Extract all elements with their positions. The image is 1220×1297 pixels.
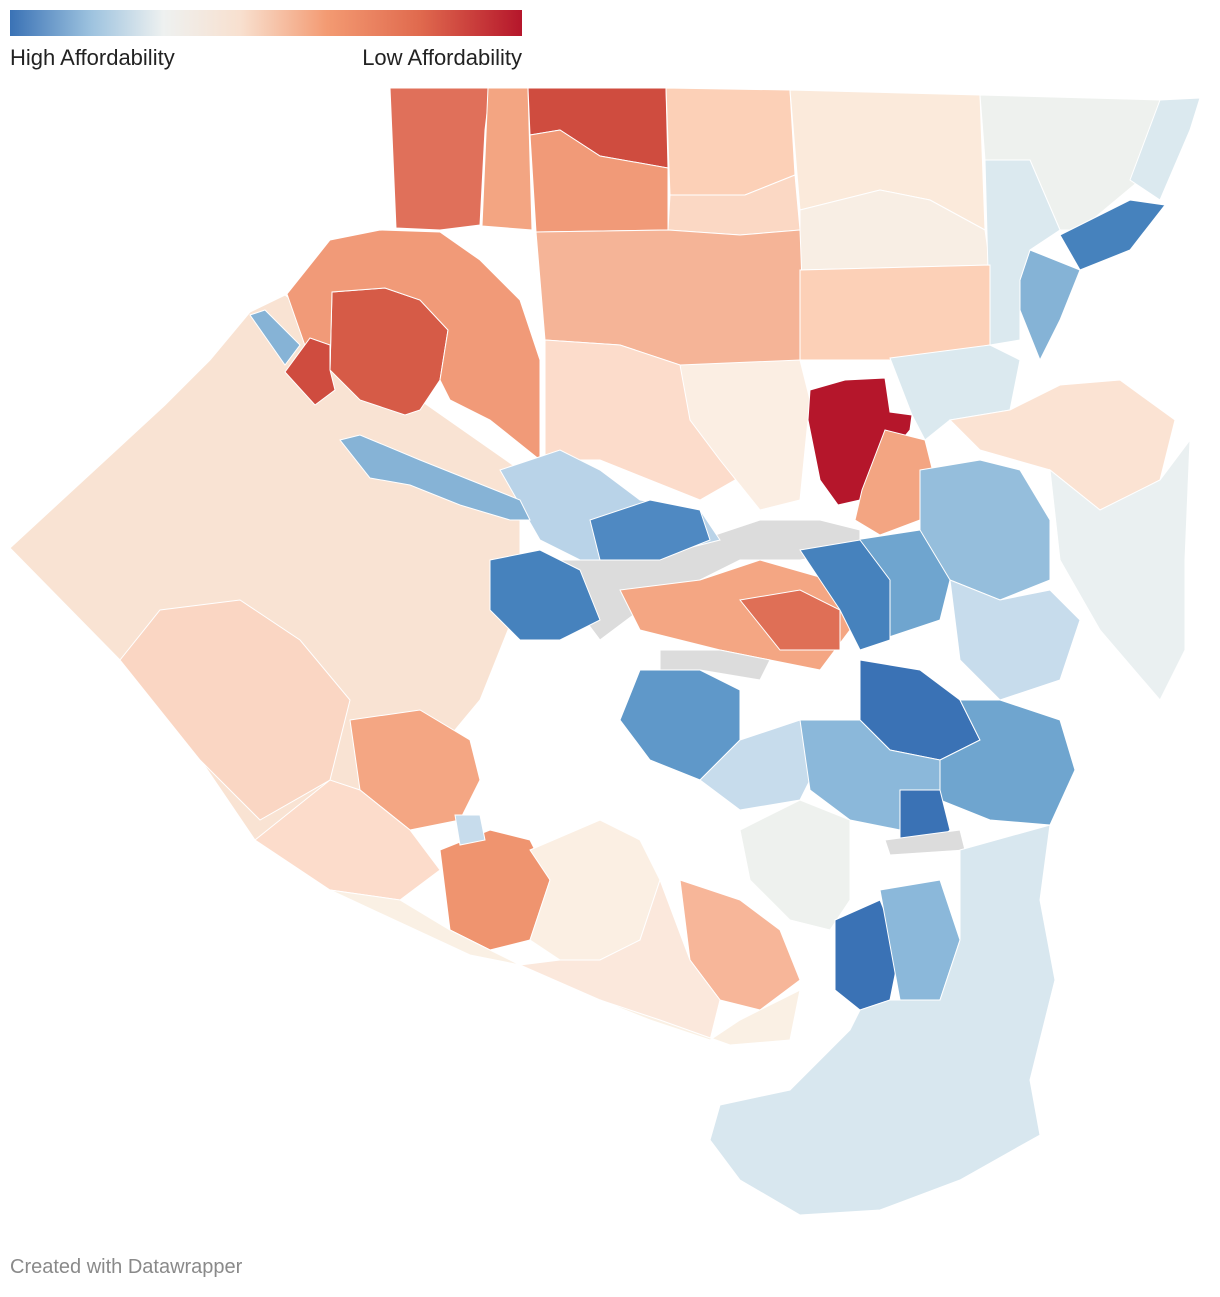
region-river-ohio[interactable]	[339, 434, 531, 521]
region-east-peach[interactable]	[948, 379, 1176, 511]
region-northwest-redsmall[interactable]	[284, 337, 336, 406]
footer-credit: Created with Datawrapper	[10, 1256, 243, 1278]
region-east-blue-c[interactable]	[949, 579, 1081, 701]
region-south-blue-c[interactable]	[939, 699, 1076, 826]
region-northwest-orange[interactable]	[286, 229, 541, 462]
legend-gradient-bar	[10, 10, 522, 36]
region-north-central-salmon[interactable]	[799, 264, 991, 361]
region-city-red-center[interactable]	[739, 589, 841, 651]
region-north-peach-2[interactable]	[665, 87, 796, 196]
region-northeast-lightblue[interactable]	[1129, 97, 1201, 201]
region-city-blue-north[interactable]	[589, 499, 711, 561]
region-central-orange[interactable]	[854, 429, 936, 536]
legend-high-label: Low Affordability	[362, 45, 522, 70]
region-south-gray[interactable]	[739, 799, 851, 931]
region-south-cream-far[interactable]	[599, 989, 801, 1046]
legend-low-label: High Affordability	[10, 45, 175, 70]
region-east-gray[interactable]	[1049, 438, 1191, 701]
region-northeast-sky[interactable]	[984, 159, 1061, 346]
region-north-peach-1[interactable]	[481, 87, 533, 231]
region-north-red-1[interactable]	[389, 87, 491, 231]
region-west-lightblue-strip[interactable]	[249, 309, 301, 366]
region-southwest-lightblue[interactable]	[454, 814, 486, 846]
region-city-blue-east[interactable]	[799, 539, 891, 651]
region-northeast-midblue[interactable]	[1019, 249, 1081, 362]
region-west-inner[interactable]	[119, 599, 351, 821]
region-city-blue-west[interactable]	[489, 549, 601, 641]
region-northeast-blue[interactable]	[1059, 199, 1166, 271]
region-southwest-cream-a[interactable]	[329, 889, 521, 966]
region-north-central-cream[interactable]	[679, 359, 811, 511]
region-far-south-sky[interactable]	[709, 824, 1056, 1216]
color-legend: High Affordability Low Affordability	[10, 10, 522, 71]
